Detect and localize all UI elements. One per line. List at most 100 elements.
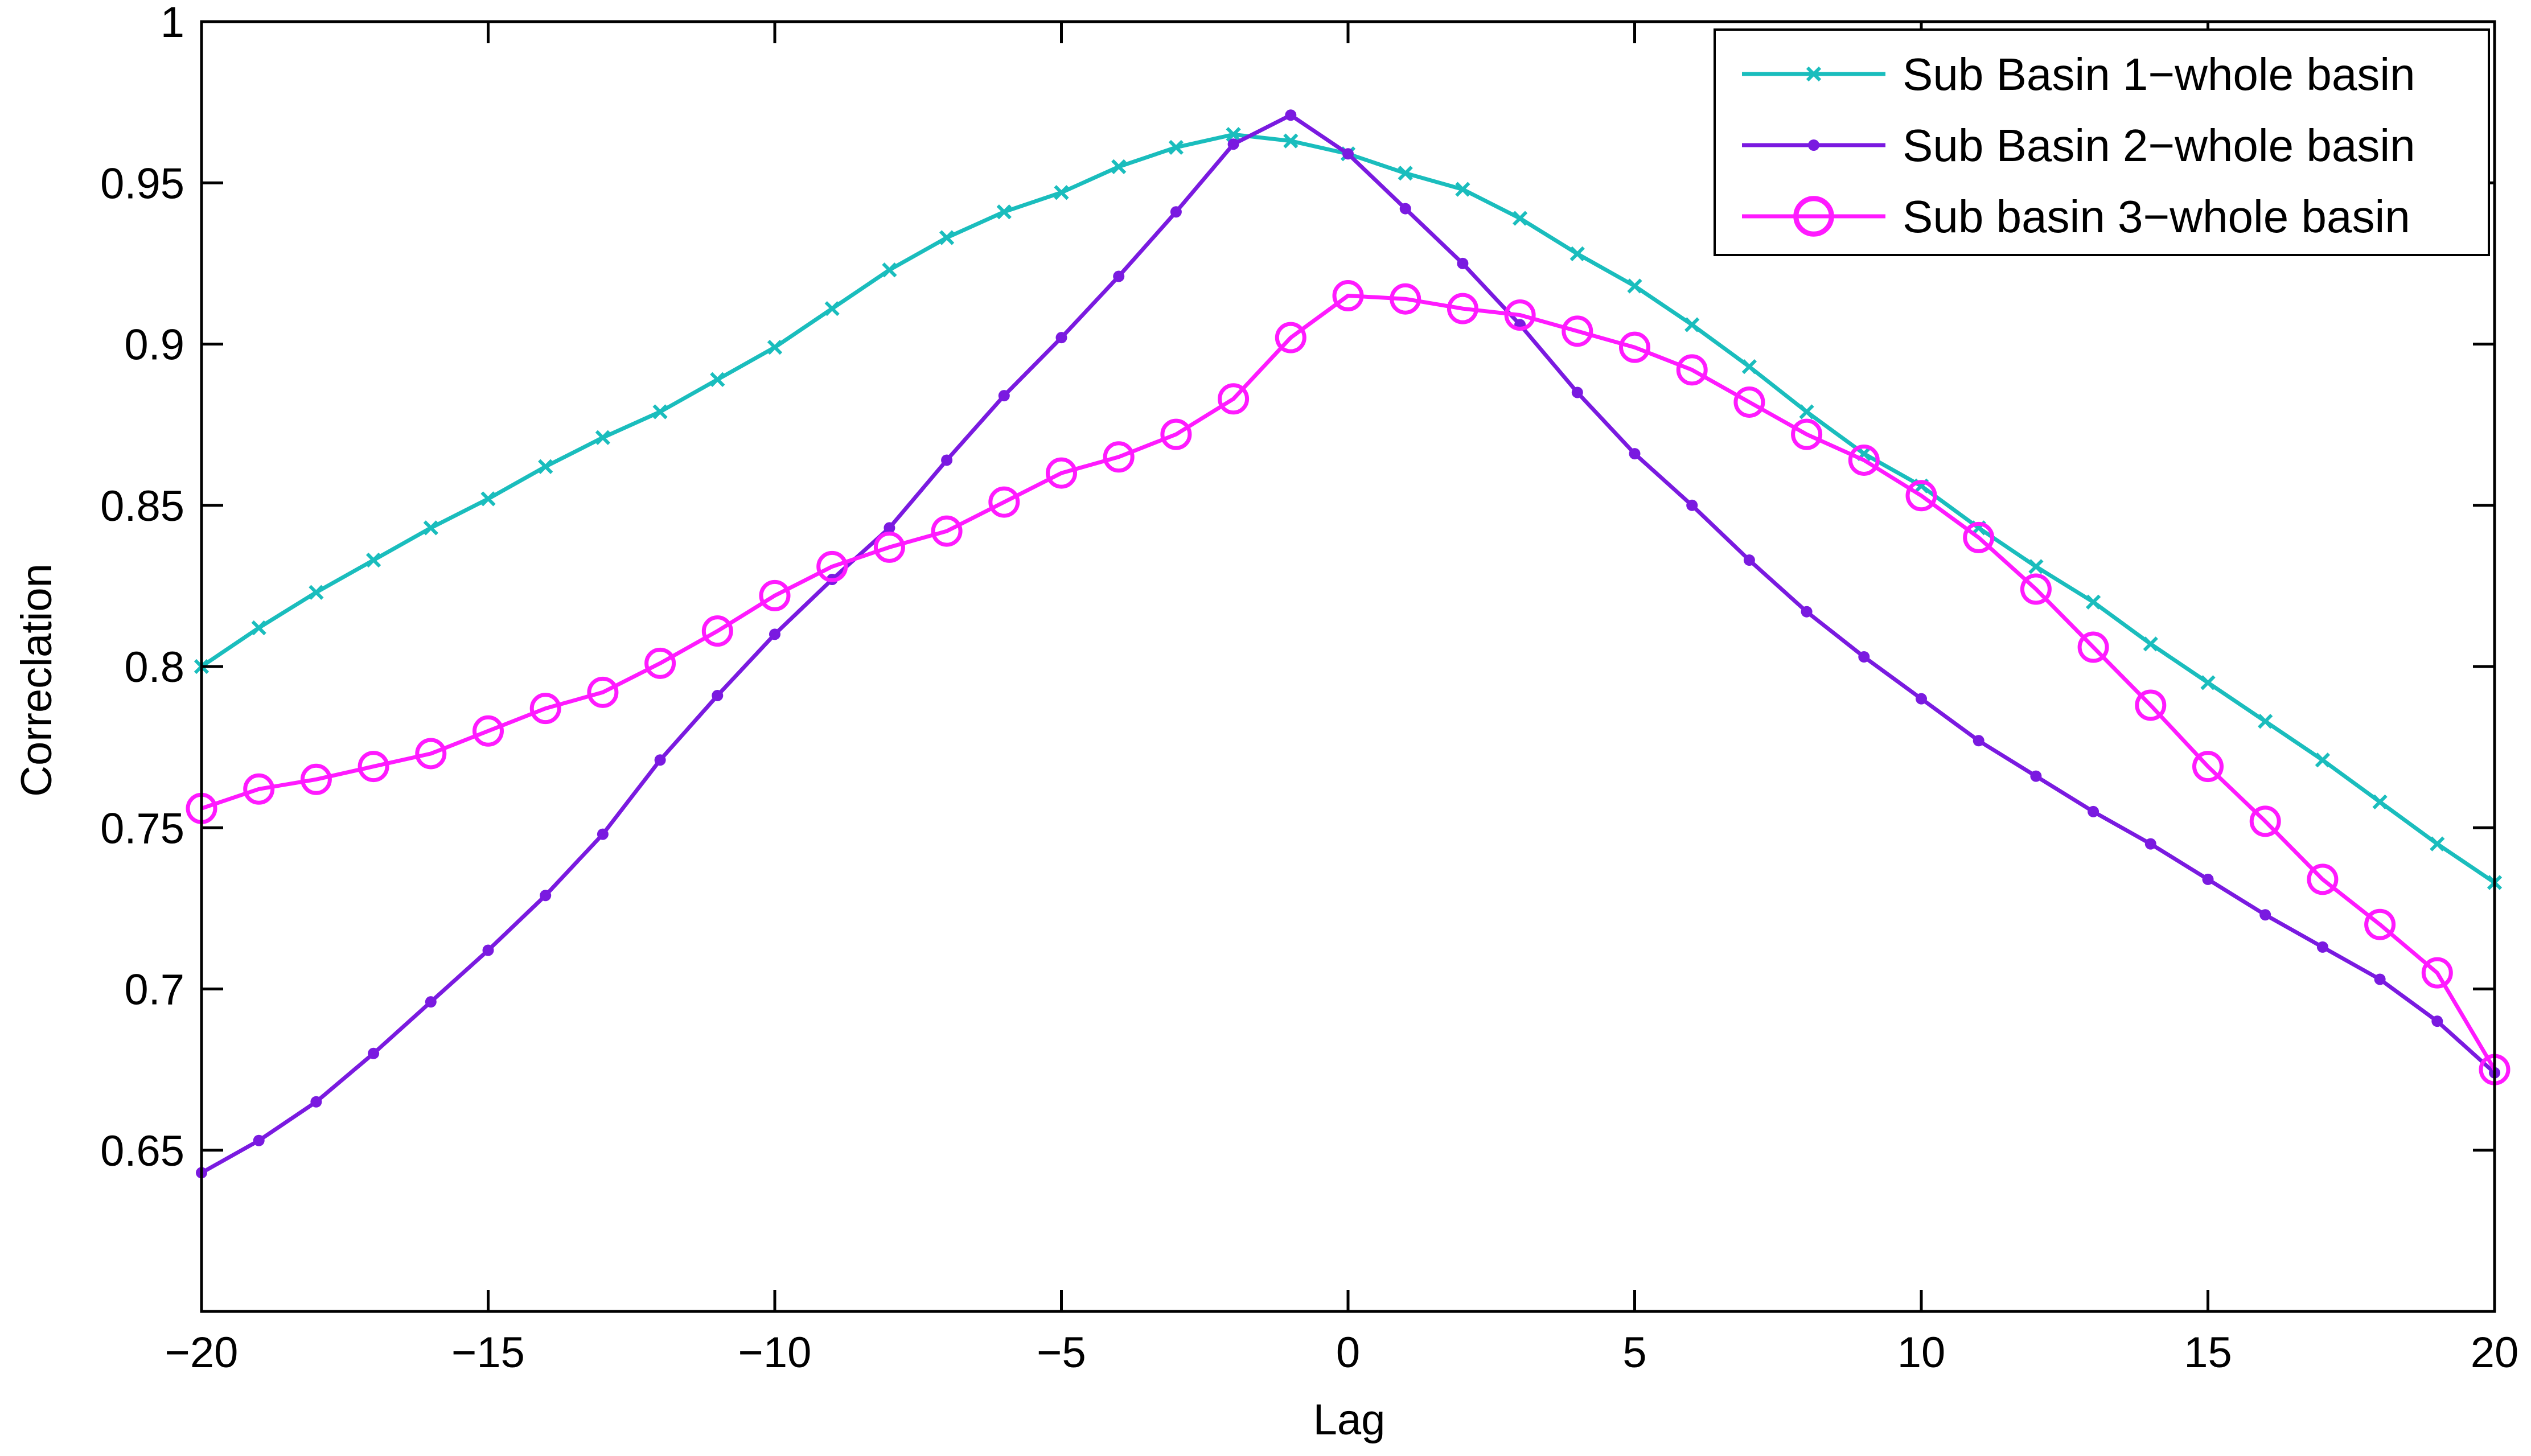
series-2-point	[769, 628, 780, 640]
series-2-point	[654, 754, 666, 766]
series-1-point	[2315, 752, 2331, 768]
series-2-point	[2259, 909, 2271, 921]
series-3-point	[1390, 283, 1421, 315]
legend-label: Sub Basin 2−whole basin	[1903, 120, 2415, 171]
series-3-point	[759, 579, 791, 611]
y-tick-label: 0.7	[124, 966, 184, 1014]
series-2-point	[884, 522, 895, 534]
series-1-point	[1512, 211, 1528, 226]
series-1-point	[423, 520, 438, 536]
legend-entry-1: Sub Basin 1−whole basin	[1742, 49, 2415, 100]
x-tick-label: 20	[2471, 1329, 2519, 1377]
series-1-point	[939, 230, 955, 245]
series-3-point	[644, 647, 676, 679]
legend-entry-3: Sub basin 3−whole basin	[1742, 191, 2410, 242]
series-1-point	[2143, 636, 2158, 652]
x-tick-label: 10	[1897, 1329, 1946, 1377]
series-1-point	[2372, 794, 2388, 810]
series-3-point	[243, 773, 275, 805]
series-2-point	[425, 996, 437, 1008]
series-3-point	[931, 515, 963, 547]
legend-entry-2: Sub Basin 2−whole basin	[1742, 120, 2415, 171]
series-2-point	[1285, 109, 1297, 121]
series-1-point	[1111, 159, 1127, 175]
series-1-point	[824, 301, 840, 316]
series-1-point	[996, 204, 1012, 220]
series-3-point	[587, 676, 619, 708]
series-3-point	[300, 763, 332, 795]
series-1-point	[2085, 594, 2101, 610]
series-3-point	[2135, 689, 2167, 721]
series-3-point	[873, 531, 905, 563]
x-tick-label: −15	[451, 1329, 525, 1377]
series-2-point	[1858, 651, 1870, 663]
series-3-point	[1332, 280, 1364, 312]
series-3-point	[1619, 331, 1650, 363]
legend-swatch-marker	[1793, 196, 1834, 237]
legend-swatch-marker	[1806, 66, 1822, 82]
series-1-point	[1684, 317, 1700, 332]
legend-label: Sub Basin 1−whole basin	[1903, 49, 2415, 100]
series-2-point	[1571, 386, 1583, 398]
series-1-point	[595, 430, 611, 445]
series-3-point	[1791, 418, 1823, 450]
y-axis-label: Correclation	[13, 564, 61, 797]
series-3-point	[2421, 957, 2453, 989]
series-3-point	[1848, 444, 1880, 476]
series-1-point	[2430, 836, 2445, 852]
series-3-point	[2249, 805, 2281, 837]
series-3-point	[1963, 521, 1995, 553]
series-1-point	[1226, 127, 1241, 142]
series-2-point	[1113, 270, 1125, 282]
x-tick-label: 15	[2184, 1329, 2232, 1377]
series-1-point	[652, 404, 668, 419]
series-2-point	[540, 890, 552, 902]
series-1-point	[2028, 559, 2044, 574]
series-2-point	[1342, 148, 1354, 160]
legend-swatch-marker	[1808, 139, 1819, 151]
series-3-point	[1447, 293, 1478, 324]
x-tick-label: −20	[165, 1329, 239, 1377]
series-3-point	[529, 693, 561, 725]
series-1-point	[1054, 185, 1069, 200]
series-1-point	[882, 262, 897, 278]
series-3-point	[816, 550, 848, 582]
series-1-point	[1799, 404, 1814, 419]
legend: Sub Basin 1−whole basin Sub Basin 2−whole…	[1714, 28, 2490, 256]
series-2-point	[2202, 873, 2214, 885]
series-2-point	[1973, 735, 1984, 747]
series-1-point	[538, 459, 553, 474]
series-3-point	[472, 715, 504, 747]
axes-layer: −20 −15 −10 −5 0 5 10 15 20 0.65 0.7 0.75 0.8 0.85 0.9…	[100, 0, 2518, 1377]
series-3-point	[2020, 573, 2052, 605]
series-2-point	[712, 689, 724, 701]
series-2	[196, 109, 2500, 1179]
series-1-point	[2258, 714, 2273, 729]
y-tick-label: 0.9	[124, 321, 184, 369]
series-1-point	[1168, 139, 1184, 155]
series-2-point	[1227, 138, 1239, 150]
series-3-point	[1046, 457, 1077, 489]
y-tick-label: 0.8	[124, 643, 184, 692]
series-2-point	[2030, 770, 2042, 782]
series-2-point	[482, 944, 494, 956]
y-tick-label: 0.65	[100, 1127, 184, 1175]
series-1-point	[309, 585, 324, 600]
series-3-point	[1103, 441, 1135, 473]
series-2-point	[998, 390, 1010, 402]
series-2-point	[1629, 448, 1641, 460]
series-2-point	[597, 828, 609, 840]
series-2-point	[2431, 1015, 2443, 1027]
series-2-point	[2316, 941, 2328, 953]
series-2-point	[1916, 693, 1927, 705]
series-2-point	[2088, 805, 2099, 817]
series-3-point	[2192, 751, 2224, 783]
series-2-point	[368, 1047, 380, 1059]
series-1-point	[1455, 182, 1470, 197]
series-2-point	[1743, 554, 1755, 566]
x-axis-label: Lag	[1313, 1396, 1386, 1444]
series-3-line	[200, 294, 2497, 1071]
series-3-point	[701, 615, 733, 647]
